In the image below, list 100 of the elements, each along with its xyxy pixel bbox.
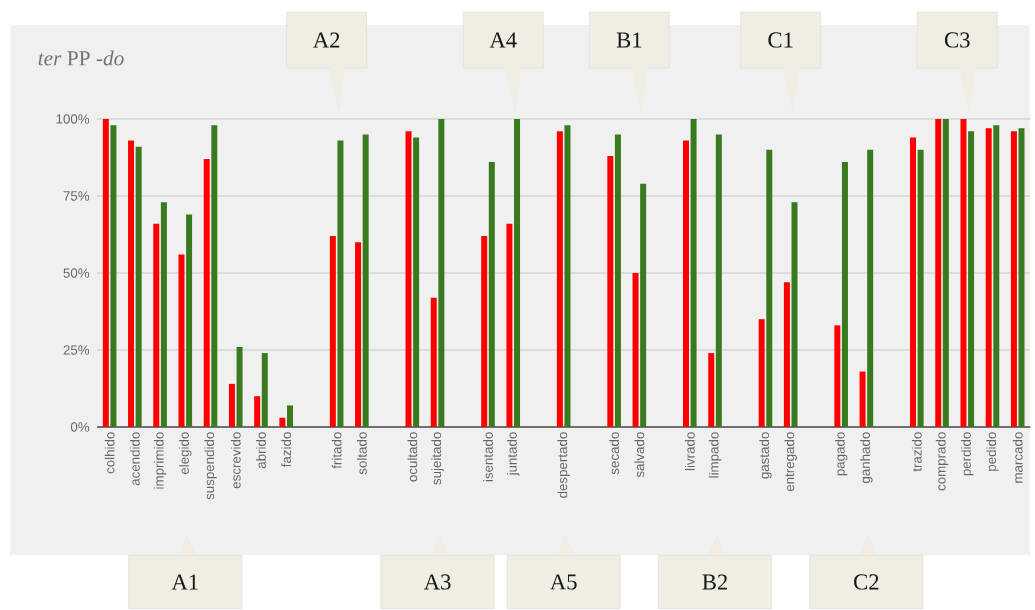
bar [488,162,495,427]
bar [607,155,614,427]
x-tick-label: ganhado [860,432,873,484]
bar [203,159,210,427]
y-tick-label: 0% [70,422,90,432]
bar [413,137,420,427]
x-tick-label: salvado [634,432,645,478]
y-tick-label: 25% [63,345,90,355]
bar [935,118,942,427]
x-tick-label: abrido [256,432,266,469]
x-tick-label: livrado [684,432,695,471]
x-tick-label: sujeitado [431,432,444,485]
text: A3 [423,574,451,590]
x-tick-label: entregado [784,432,797,492]
x-tick-label: suspendido [204,432,217,500]
bar [910,137,917,427]
bar [337,140,344,427]
x-tick-label: fazido [281,432,292,468]
x-tick-label: acendido [129,432,140,486]
x-tick-label: secado [609,432,620,475]
bar [917,149,924,427]
bar [1018,128,1025,427]
bar [261,353,268,427]
x-tick-label: escrevido [230,432,241,489]
x-tick-label: fritado [331,432,342,469]
bar [1010,131,1017,427]
y-tick-label: 50% [63,268,90,278]
bar [254,396,261,427]
bar [236,346,243,427]
bar [186,214,193,427]
x-tick-label: comprado [935,432,949,491]
bar [640,183,647,427]
bar [355,242,362,427]
bar [178,254,185,427]
bar [329,236,336,427]
x-tick-label: marcado [1012,432,1023,483]
y-tick-label: 100% [56,114,90,124]
text: A1 [171,574,198,590]
bar [834,325,841,427]
bar [867,149,874,427]
x-tick-label: colhido [104,432,115,474]
text: C1 [768,32,793,48]
y-tick-label: 75% [63,191,90,201]
bar [135,146,142,427]
bar [556,131,563,427]
bar [286,405,293,427]
text: C2 [854,574,879,590]
x-tick-label: imprimido [153,432,167,489]
bar [160,202,167,427]
x-tick-label: limpado [708,432,722,478]
bar [514,118,521,427]
bar [211,125,218,427]
bar [362,134,369,427]
bar [968,131,975,427]
x-tick-label: pagado [834,432,848,476]
bar [993,125,1000,427]
text: A2 [313,32,340,48]
bar [102,118,109,427]
bar [438,118,445,427]
x-tick-label: gastado [759,432,772,479]
bar [791,202,798,427]
x-tick-label: soltado [356,432,367,475]
bar [228,383,235,427]
bar [110,125,117,427]
text: C3 [944,32,970,48]
text: B2 [702,574,727,590]
bar [985,128,992,427]
text: A4 [489,32,517,48]
bar [481,236,488,427]
bar [632,272,639,427]
x-tick-label: perdido [961,432,974,476]
bar [859,371,866,427]
bar [405,131,412,427]
text: B1 [616,32,642,48]
bar [683,140,689,427]
bar [708,353,715,427]
bar [564,125,571,427]
x-tick-label: despertado [557,432,570,498]
chart-title: ter PP -do [38,50,124,66]
bar [614,134,621,427]
x-tick-label: trazido [911,432,922,472]
bar [506,223,513,427]
bar [766,149,773,427]
bar [942,118,949,427]
bar [783,282,790,427]
bar [690,118,697,427]
bar [758,319,765,427]
bar [841,162,848,427]
bar [153,223,160,427]
x-tick-label: ocultado [407,432,418,482]
text: A5 [550,574,577,590]
x-tick-label: juntado [507,432,520,476]
bar [960,118,967,427]
bar [128,140,135,427]
bar [715,134,722,427]
x-tick-label: elegido [179,432,192,475]
bar [430,297,437,427]
x-tick-label: isentado [483,432,493,482]
x-tick-label: pedido [986,432,999,471]
bar [279,417,286,427]
